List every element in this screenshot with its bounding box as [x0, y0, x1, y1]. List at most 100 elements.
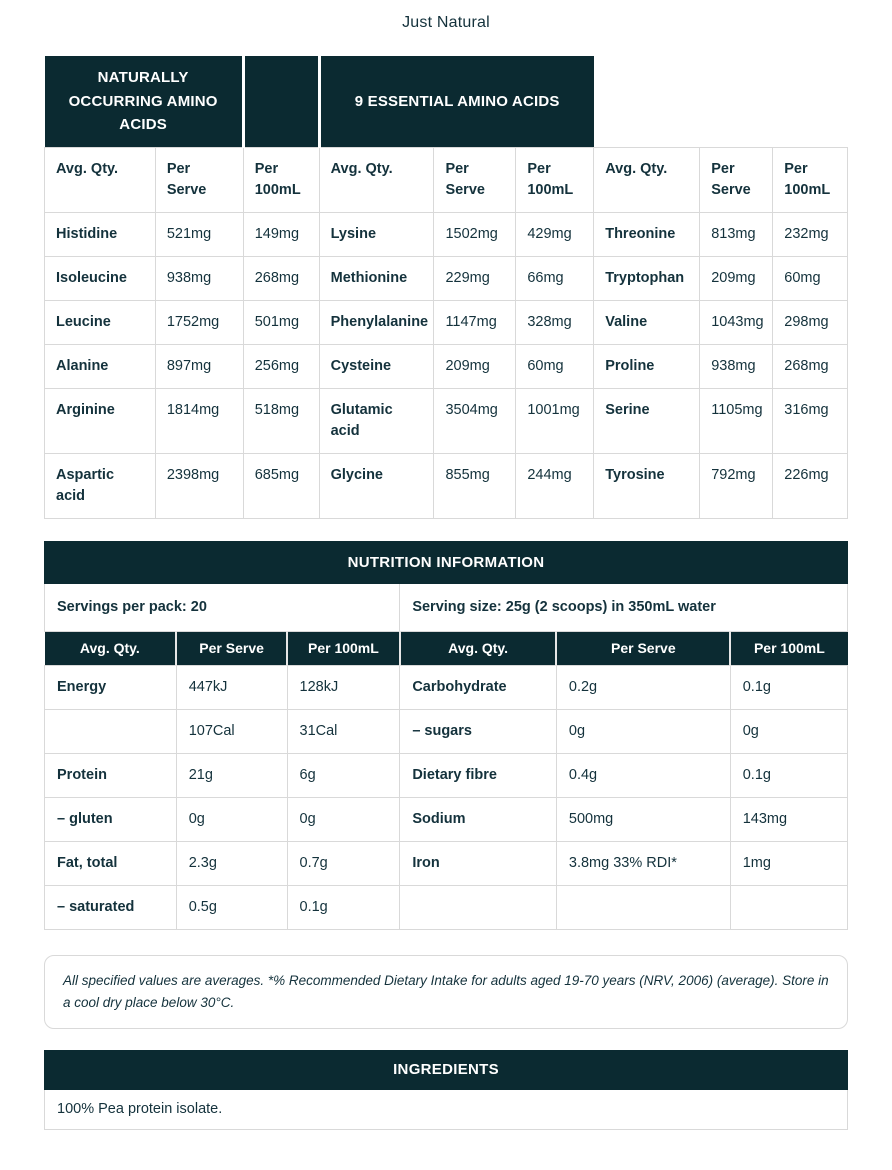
group-header-empty-area [593, 56, 848, 147]
nutrient-name-cell: Protein [44, 752, 177, 798]
nutrition-column-header: Per Serve [555, 631, 731, 666]
serving-info-row: Servings per pack: 20 Serving size: 25g … [43, 582, 848, 632]
amino-column-header: Per 100mL [515, 146, 595, 213]
amino-name-cell: Arginine [44, 387, 156, 454]
nutrition-information-title: NUTRITION INFORMATION [44, 540, 848, 584]
ingredients-text: 100% Pea protein isolate. [44, 1090, 848, 1131]
nutrient-value-cell [555, 884, 731, 930]
amino-table-row: Histidine 521mg 149mg Lysine 1502mg 429mg Thre… [44, 211, 848, 257]
nutrient-value-cell: 0g [286, 796, 401, 842]
amino-value-cell: 3504mg [433, 387, 517, 454]
servings-per-pack: Servings per pack: 20 [43, 582, 401, 632]
amino-name-cell: Methionine [318, 255, 435, 301]
nutrient-value-cell: 500mg [555, 796, 731, 842]
nutrition-table-row: – saturated 0.5g 0.1g [44, 884, 849, 930]
amino-name-cell: Histidine [44, 211, 156, 257]
amino-value-cell: 60mg [515, 343, 595, 389]
serving-size: Serving size: 25g (2 scoops) in 350mL wa… [399, 582, 848, 632]
amino-column-header: Per Serve [699, 146, 774, 213]
nutrient-value-cell: 0.2g [555, 664, 731, 710]
amino-name-cell: Tryptophan [593, 255, 701, 301]
amino-value-cell: 1814mg [154, 387, 244, 454]
amino-value-cell: 1001mg [515, 387, 595, 454]
nutrient-value-cell: 1mg [729, 840, 849, 886]
amino-value-cell: 1147mg [433, 299, 517, 345]
amino-value-cell: 938mg [699, 343, 774, 389]
amino-value-cell: 685mg [242, 452, 320, 519]
group-header-essential: 9 ESSENTIAL AMINO ACIDS [319, 56, 594, 147]
amino-name-cell: Glutamic acid [318, 387, 435, 454]
amino-value-cell: 244mg [515, 452, 595, 519]
amino-table-row: Leucine 1752mg 501mg Phenylalanine 1147mg 328… [44, 299, 848, 345]
amino-name-cell: Valine [593, 299, 701, 345]
nutrition-table-row: Energy 447kJ 128kJ Carbohydrate 0.2g 0.1g [44, 664, 849, 710]
amino-name-cell: Phenylalanine [318, 299, 435, 345]
nutrient-value-cell: 0g [175, 796, 288, 842]
amino-value-cell: 855mg [433, 452, 517, 519]
amino-name-cell: Alanine [44, 343, 156, 389]
nutrient-name-cell: – saturated [44, 884, 177, 930]
amino-value-cell: 268mg [242, 255, 320, 301]
nutrition-table-row: Fat, total 2.3g 0.7g Iron 3.8mg 33% RDI* 1mg [44, 840, 849, 886]
amino-value-cell: 209mg [699, 255, 774, 301]
amino-value-cell: 938mg [154, 255, 244, 301]
amino-value-cell: 1043mg [699, 299, 774, 345]
nutrient-value-cell: 128kJ [286, 664, 401, 710]
nutrient-value-cell: 3.8mg 33% RDI* [555, 840, 731, 886]
amino-column-header: Per 100mL [242, 146, 320, 213]
amino-value-cell: 60mg [772, 255, 848, 301]
amino-value-cell: 328mg [515, 299, 595, 345]
nutrition-table-row: 107Cal 31Cal – sugars 0g 0g [44, 708, 849, 754]
nutrient-name-cell [399, 884, 557, 930]
amino-name-cell: Cysteine [318, 343, 435, 389]
nutrition-title-row: NUTRITION INFORMATION [44, 540, 848, 584]
nutrition-column-header: Avg. Qty. [44, 631, 177, 666]
amino-column-header: Avg. Qty. [44, 146, 156, 213]
amino-value-cell: 518mg [242, 387, 320, 454]
nutrient-name-cell: – gluten [44, 796, 177, 842]
amino-name-cell: Leucine [44, 299, 156, 345]
amino-table-row: Isoleucine 938mg 268mg Methionine 229mg 66mg T… [44, 255, 848, 301]
nutrient-name-cell: Sodium [399, 796, 557, 842]
amino-value-cell: 501mg [242, 299, 320, 345]
nutrient-value-cell: 0.5g [175, 884, 288, 930]
amino-group-header-row: NATURALLY OCCURRING AMINO ACIDS 9 ESSENT… [44, 56, 848, 147]
nutrition-column-header: Per 100mL [286, 631, 400, 666]
nutrient-name-cell [44, 708, 177, 754]
amino-value-cell: 149mg [242, 211, 320, 257]
amino-name-cell: Proline [593, 343, 701, 389]
group-header-naturally-occurring: NATURALLY OCCURRING AMINO ACIDS [44, 56, 245, 147]
ingredients-title: INGREDIENTS [44, 1050, 848, 1091]
nutrition-column-header: Per 100mL [729, 631, 848, 666]
amino-value-cell: 897mg [154, 343, 244, 389]
amino-table-row: Aspartic acid 2398mg 685mg Glycine 855mg 244m… [44, 452, 848, 519]
nutrient-value-cell [729, 884, 849, 930]
amino-column-header-row: Avg. Qty. Per Serve Per 100mL Avg. Qty. Per … [44, 146, 848, 213]
amino-acids-table: NATURALLY OCCURRING AMINO ACIDS 9 ESSENT… [44, 56, 848, 519]
amino-value-cell: 429mg [515, 211, 595, 257]
amino-table-body: Histidine 521mg 149mg Lysine 1502mg 429mg Thre… [44, 211, 848, 519]
footnote-box: All specified values are averages. *% Re… [44, 954, 848, 1030]
nutrient-value-cell: 6g [286, 752, 401, 798]
amino-column-header: Per Serve [433, 146, 517, 213]
nutrition-information-table: NUTRITION INFORMATION Servings per pack:… [43, 540, 849, 930]
amino-value-cell: 229mg [433, 255, 517, 301]
amino-column-header: Avg. Qty. [318, 146, 435, 213]
nutrient-name-cell: Iron [399, 840, 557, 886]
amino-value-cell: 316mg [772, 387, 848, 454]
nutrition-table-row: – gluten 0g 0g Sodium 500mg 143mg [44, 796, 849, 842]
amino-value-cell: 209mg [433, 343, 517, 389]
amino-value-cell: 792mg [699, 452, 774, 519]
nutrient-name-cell: Dietary fibre [399, 752, 557, 798]
amino-column-header: Per 100mL [772, 146, 848, 213]
nutrition-table-row: Protein 21g 6g Dietary fibre 0.4g 0.1g [44, 752, 849, 798]
amino-value-cell: 1105mg [699, 387, 774, 454]
nutrient-value-cell: 21g [175, 752, 288, 798]
nutrient-value-cell: 0.1g [286, 884, 401, 930]
amino-value-cell: 1502mg [433, 211, 517, 257]
amino-name-cell: Threonine [593, 211, 701, 257]
amino-column-header: Avg. Qty. [593, 146, 701, 213]
ingredients-section: INGREDIENTS 100% Pea protein isolate. [44, 1050, 848, 1131]
group-header-spacer-cell [243, 56, 321, 147]
